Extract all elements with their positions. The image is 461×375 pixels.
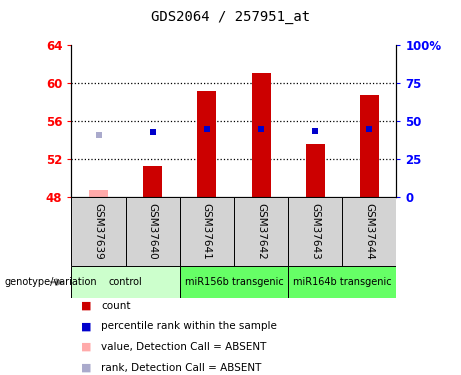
Text: control: control bbox=[109, 277, 142, 287]
Text: GSM37640: GSM37640 bbox=[148, 203, 158, 260]
Text: GDS2064 / 257951_at: GDS2064 / 257951_at bbox=[151, 10, 310, 24]
Text: genotype/variation: genotype/variation bbox=[5, 277, 97, 287]
Text: GSM37642: GSM37642 bbox=[256, 203, 266, 260]
Text: GSM37644: GSM37644 bbox=[364, 203, 374, 260]
Text: percentile rank within the sample: percentile rank within the sample bbox=[101, 321, 278, 331]
Bar bbox=[288, 197, 342, 266]
Bar bbox=[89, 190, 108, 197]
Bar bbox=[143, 165, 162, 197]
Bar bbox=[288, 266, 396, 298]
Text: miR164b transgenic: miR164b transgenic bbox=[293, 277, 391, 287]
Text: rank, Detection Call = ABSENT: rank, Detection Call = ABSENT bbox=[101, 363, 262, 372]
Bar bbox=[180, 266, 288, 298]
Text: ■: ■ bbox=[81, 363, 91, 372]
Bar bbox=[71, 197, 125, 266]
Bar bbox=[180, 197, 234, 266]
Bar bbox=[71, 266, 180, 298]
Text: ■: ■ bbox=[81, 342, 91, 352]
Text: GSM37641: GSM37641 bbox=[202, 203, 212, 260]
Bar bbox=[252, 74, 271, 197]
Text: ■: ■ bbox=[81, 301, 91, 310]
Bar bbox=[197, 91, 216, 197]
Text: GSM37639: GSM37639 bbox=[94, 203, 104, 260]
Bar bbox=[125, 197, 180, 266]
Text: value, Detection Call = ABSENT: value, Detection Call = ABSENT bbox=[101, 342, 267, 352]
Text: ■: ■ bbox=[81, 321, 91, 331]
Text: count: count bbox=[101, 301, 131, 310]
Text: miR156b transgenic: miR156b transgenic bbox=[184, 277, 284, 287]
Bar bbox=[342, 197, 396, 266]
Bar bbox=[234, 197, 288, 266]
Text: GSM37643: GSM37643 bbox=[310, 203, 320, 260]
Bar bbox=[360, 95, 379, 197]
Bar bbox=[306, 144, 325, 197]
